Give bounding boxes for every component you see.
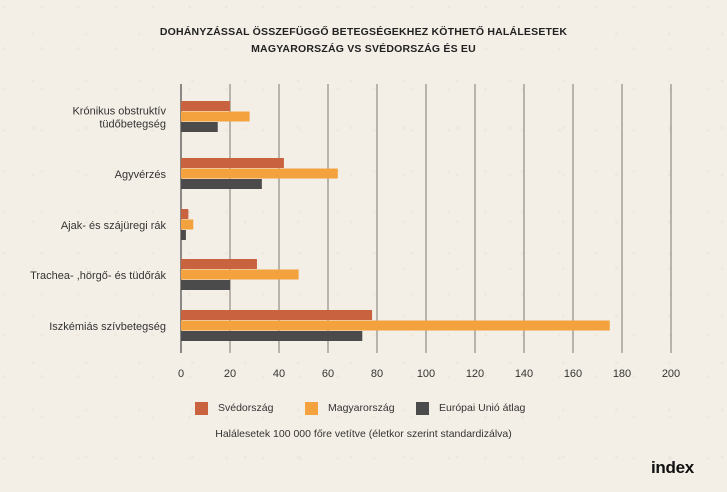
bar-eur-pai-uni-tlag xyxy=(181,179,262,189)
bar-eur-pai-uni-tlag xyxy=(181,230,186,240)
category-label: Trachea- ,hörgő- és tüdőrák xyxy=(30,270,166,282)
bar-magyarorsz-g xyxy=(181,320,610,331)
chart-caption: Halálesetek 100 000 főre vetítve (életko… xyxy=(215,428,512,440)
bar-sv-dorsz-g xyxy=(181,310,373,320)
bar-eur-pai-uni-tlag xyxy=(181,331,363,341)
legend-label-eu-atlag: Európai Unió átlag xyxy=(439,402,526,414)
bar-magyarorsz-g xyxy=(181,168,338,179)
x-tick-label: 200 xyxy=(662,368,680,380)
legend-swatch-magyarorszag xyxy=(305,401,318,415)
x-tick-label: 20 xyxy=(224,368,236,380)
x-tick-label: 0 xyxy=(178,368,184,380)
category-label: Ajak- és szájüregi rák xyxy=(61,220,167,232)
bar-sv-dorsz-g xyxy=(181,259,257,269)
x-tick-label: 40 xyxy=(273,368,285,380)
x-tick-label: 120 xyxy=(466,368,484,380)
bar-sv-dorsz-g xyxy=(181,158,284,168)
category-label: Krónikus obstruktív xyxy=(72,105,166,117)
bar-sv-dorsz-g xyxy=(181,209,189,219)
category-label: tüdőbetegség xyxy=(99,118,166,130)
bar-magyarorsz-g xyxy=(181,111,250,122)
category-label: Iszkémiás szívbetegség xyxy=(49,321,166,333)
legend-item-svedorszag: Svédország xyxy=(195,401,273,415)
x-tick-label: 80 xyxy=(371,368,383,380)
bar-eur-pai-uni-tlag xyxy=(181,122,218,132)
category-label: Agyvérzés xyxy=(115,169,167,181)
legend-label-svedorszag: Svédország xyxy=(218,402,274,414)
x-tick-label: 140 xyxy=(515,368,533,380)
legend-swatch-svedorszag xyxy=(195,401,208,415)
bar-eur-pai-uni-tlag xyxy=(181,280,230,290)
legend-item-eu-atlag: Európai Unió átlag xyxy=(416,401,525,415)
x-tick-label: 60 xyxy=(322,368,334,380)
x-tick-label: 160 xyxy=(564,368,582,380)
x-tick-label: 100 xyxy=(417,368,435,380)
legend-item-magyarorszag: Magyarország xyxy=(305,401,395,415)
chart-title: DOHÁNYZÁSSAL ÖSSZEFÜGGŐ BETEGSÉGEKHEZ KÖ… xyxy=(159,26,568,38)
bar-magyarorsz-g xyxy=(181,269,299,280)
bar-sv-dorsz-g xyxy=(181,101,230,111)
index-logo: index xyxy=(651,458,694,477)
bar-magyarorsz-g xyxy=(181,219,194,230)
legend-label-magyarorszag: Magyarország xyxy=(328,402,395,414)
x-tick-label: 180 xyxy=(613,368,631,380)
chart-subtitle: MAGYARORSZÁG VS SVÉDORSZÁG ÉS EU xyxy=(251,43,476,55)
legend-swatch-eu-atlag xyxy=(416,401,429,415)
